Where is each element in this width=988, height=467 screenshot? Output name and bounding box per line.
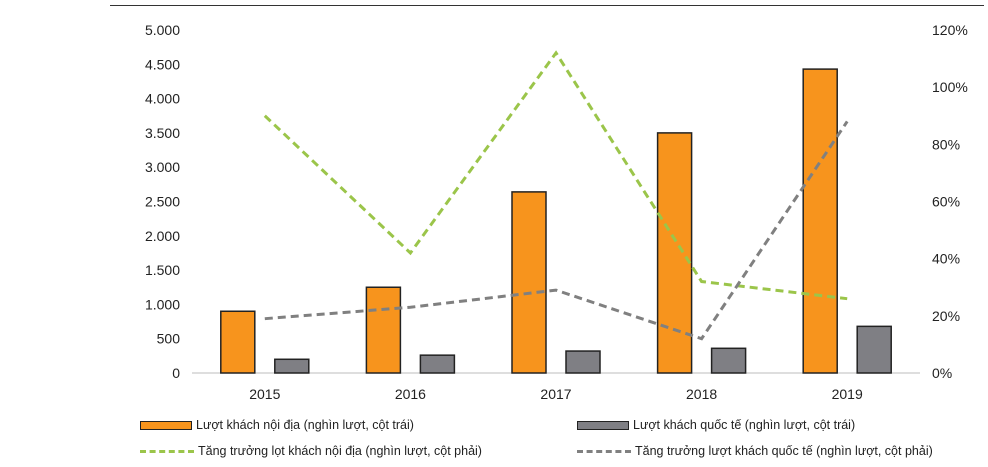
x-tick-label: 2019 — [832, 386, 863, 402]
legend-swatch-international — [577, 420, 629, 430]
x-tick-label: 2018 — [686, 386, 717, 402]
legend-item-international: Lượt khách quốc tế (nghìn lượt, cột trái… — [577, 418, 855, 432]
bar-international — [419, 354, 456, 374]
bar-international — [856, 325, 892, 374]
x-tick-label: 2016 — [395, 386, 426, 402]
right-tick-label: 20% — [932, 308, 960, 324]
legend-swatch-international-growth — [577, 449, 631, 453]
bar-domestic — [365, 286, 402, 374]
line-domestic-growth — [263, 50, 848, 301]
left-axis-ticks: 0 500 1.000 1.500 2.000 2.500 3.000 3.500 4.000 4… — [145, 22, 180, 381]
x-tick-label: 2017 — [540, 386, 571, 402]
bar-international — [274, 358, 310, 374]
right-axis-ticks: 0% 20% 40% 60% 80% 100% 120% — [932, 22, 968, 381]
left-tick-label: 5.000 — [145, 22, 180, 38]
left-tick-label: 3.000 — [145, 159, 180, 175]
right-tick-label: 80% — [932, 136, 960, 152]
legend-label-international-growth: Tăng trưởng lượt khách quốc tế (nghìn lư… — [635, 444, 933, 458]
left-tick-label: 1.500 — [145, 262, 180, 278]
bar-domestic — [511, 191, 547, 374]
left-tick-label: 4.500 — [145, 56, 180, 72]
left-tick-label: 3.500 — [145, 125, 180, 141]
bar-domestic — [656, 132, 693, 374]
bars — [220, 68, 892, 374]
combo-chart: 0 500 1.000 1.500 2.000 2.500 3.000 3.500 4.000 4… — [145, 22, 968, 402]
legend-item-domestic: Lượt khách nội địa (nghìn lượt, cột trái… — [140, 418, 414, 432]
legend-item-domestic-growth: Tăng trưởng lọt khách nội địa (nghìn lượ… — [140, 444, 482, 458]
left-tick-label: 0 — [172, 365, 180, 381]
left-tick-label: 1.000 — [145, 296, 180, 312]
top-rule — [110, 5, 984, 6]
legend-swatch-domestic — [140, 420, 192, 430]
bar-international — [710, 347, 747, 374]
right-tick-label: 0% — [932, 365, 952, 381]
right-tick-label: 40% — [932, 251, 960, 267]
left-tick-label: 4.000 — [145, 91, 180, 107]
x-axis-ticks: 2015 2016 2017 2018 2019 — [249, 386, 863, 402]
right-tick-label: 100% — [932, 79, 968, 95]
left-tick-label: 500 — [157, 331, 181, 347]
legend-label-international: Lượt khách quốc tế (nghìn lượt, cột trái… — [633, 418, 856, 432]
legend-label-domestic-growth: Tăng trưởng lọt khách nội địa (nghìn lượ… — [198, 444, 482, 458]
bar-international — [565, 350, 601, 374]
right-tick-label: 60% — [932, 194, 960, 210]
legend-item-international-growth: Tăng trưởng lượt khách quốc tế (nghìn lư… — [577, 444, 933, 458]
line-international-growth — [264, 120, 849, 341]
right-tick-label: 120% — [932, 22, 968, 38]
bar-domestic — [220, 310, 256, 374]
lines — [263, 50, 849, 341]
bar-domestic — [802, 68, 838, 374]
x-tick-label: 2015 — [249, 386, 280, 402]
left-tick-label: 2.500 — [145, 194, 180, 210]
left-tick-label: 2.000 — [145, 228, 180, 244]
legend-label-domestic: Lượt khách nội địa (nghìn lượt, cột trái… — [196, 418, 414, 432]
legend-swatch-domestic-growth — [140, 449, 194, 453]
